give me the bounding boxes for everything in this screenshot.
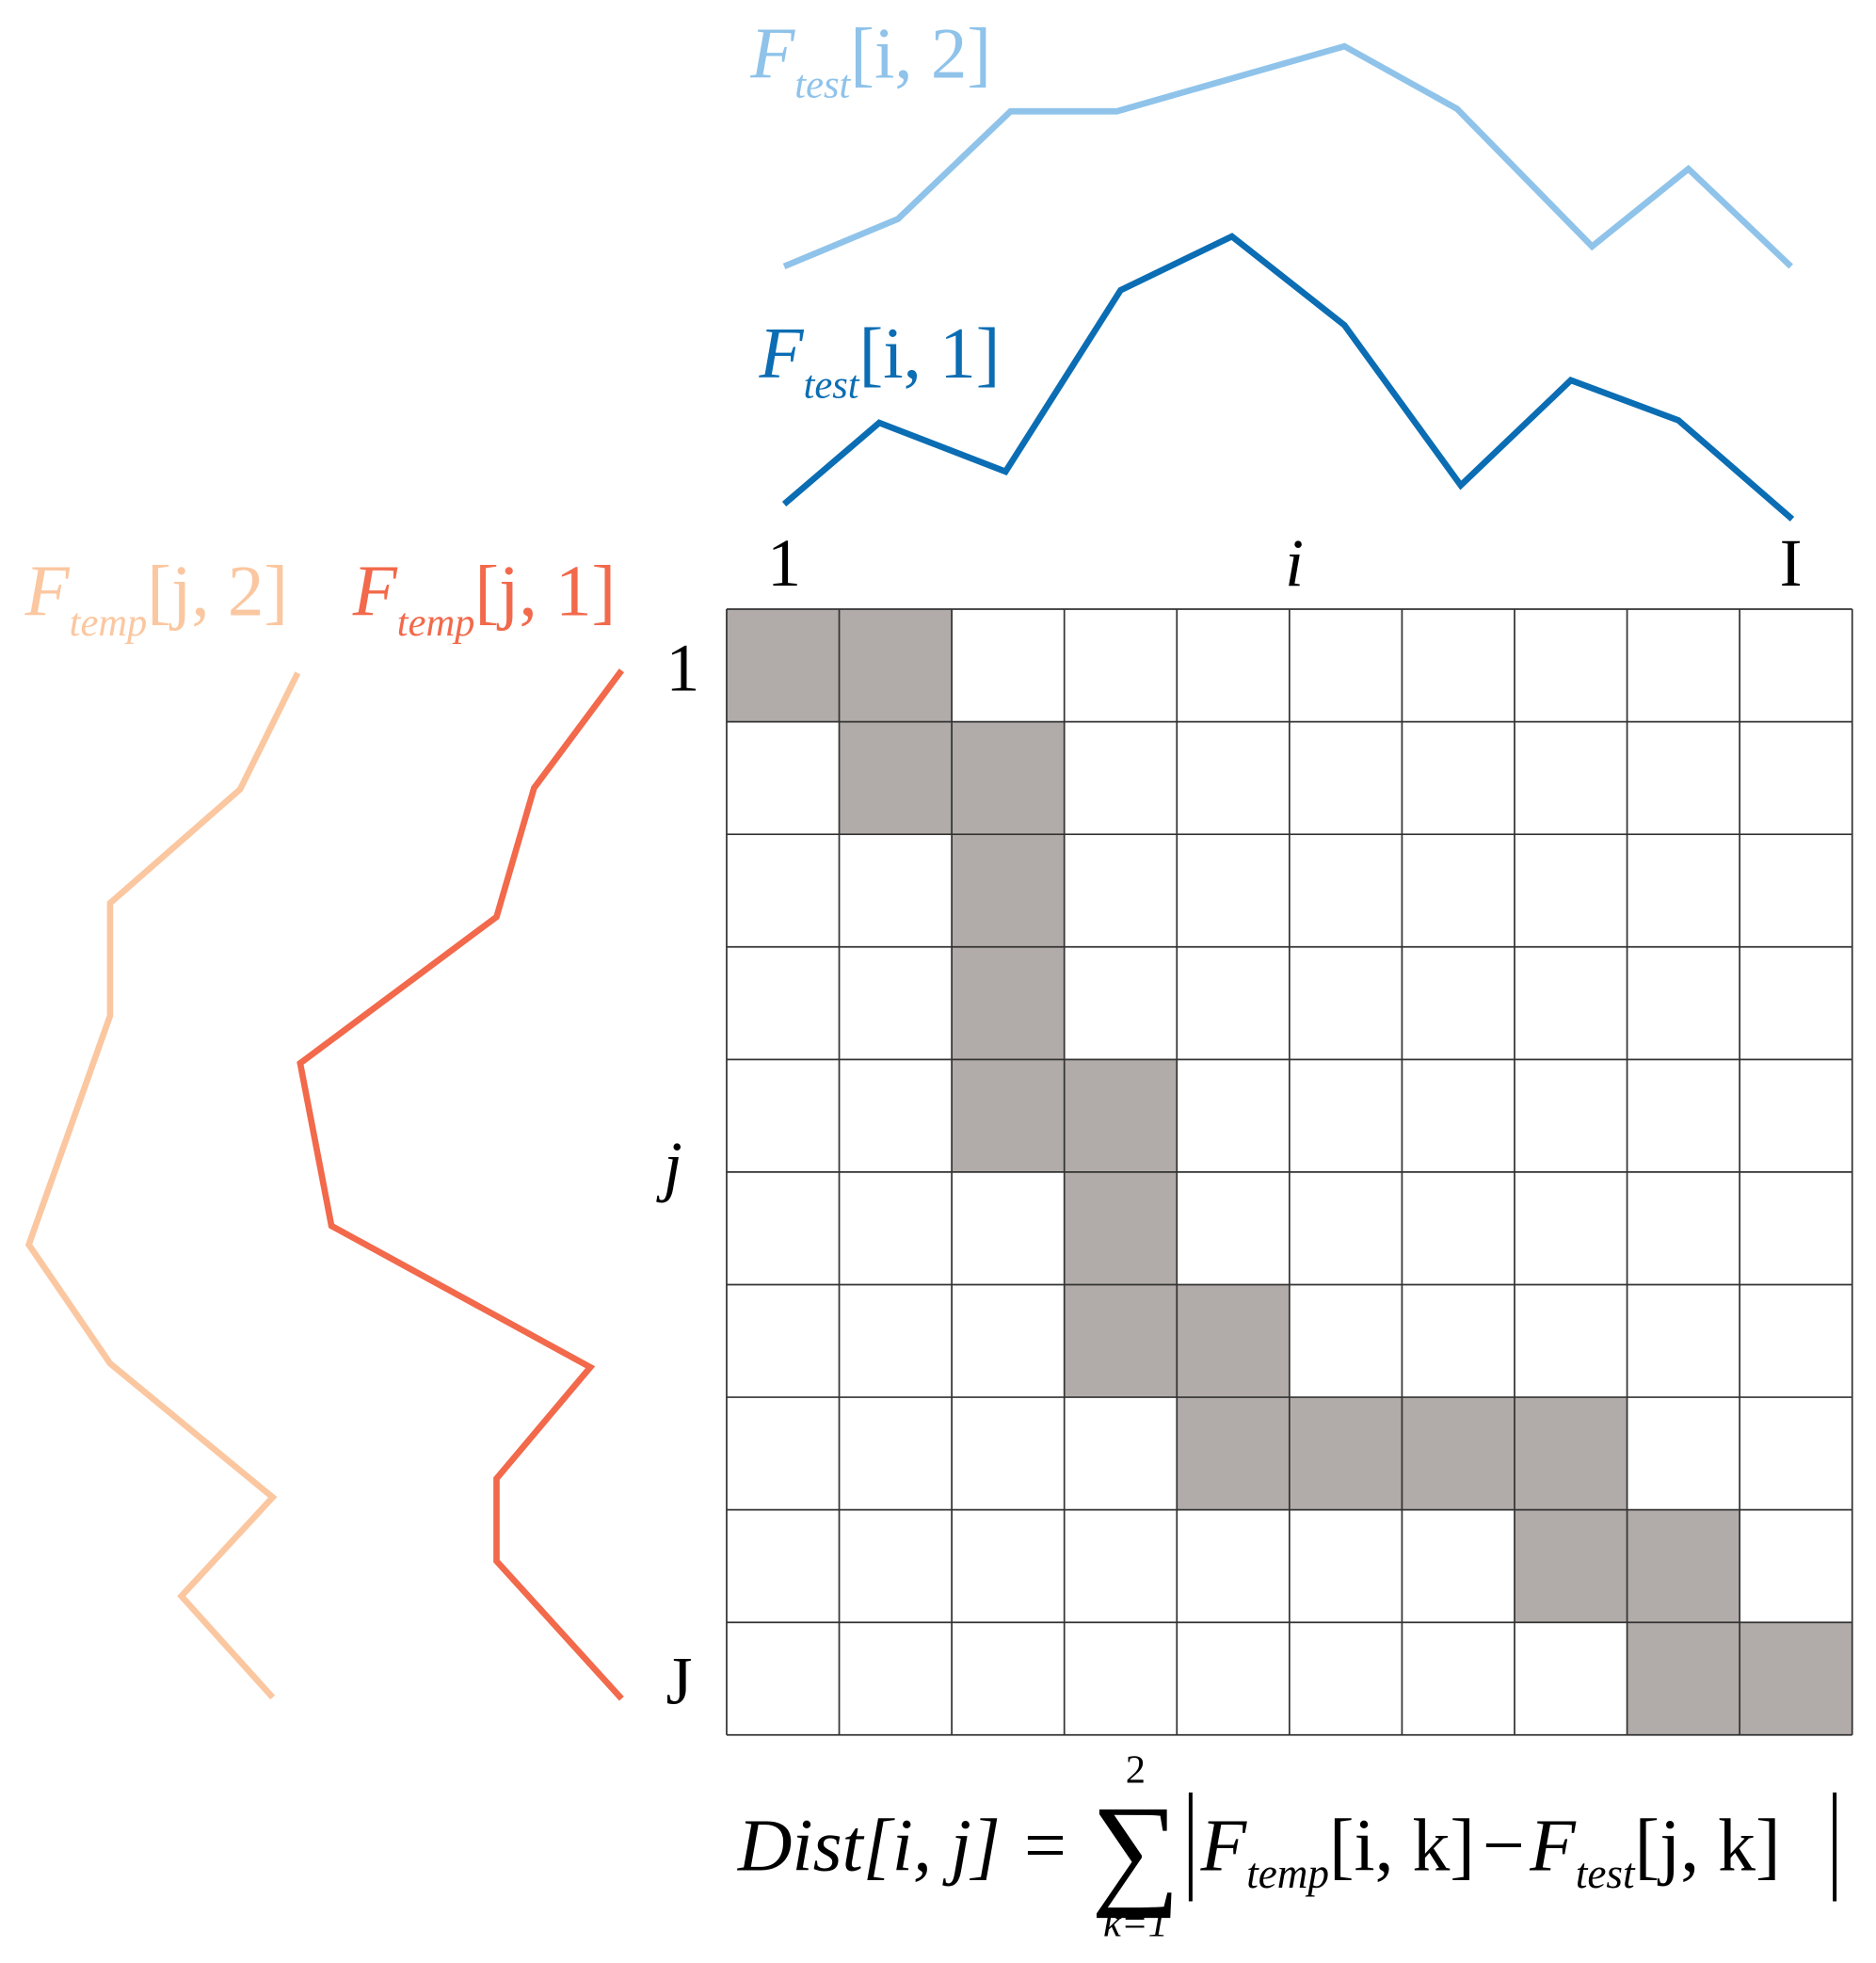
curve-test-2 <box>782 42 1793 270</box>
axis-j-start: 1 <box>666 630 700 705</box>
path-cell <box>1064 1171 1178 1285</box>
path-cell <box>1740 1622 1852 1735</box>
curve-temp-1 <box>297 668 625 1701</box>
path-cell <box>1627 1509 1740 1623</box>
path-cell <box>1177 1284 1290 1398</box>
path-cell <box>1064 1284 1178 1398</box>
path-cell <box>1514 1397 1627 1510</box>
axis-i-end: I <box>1780 525 1803 601</box>
formula-lhs: Dist[i, j] = <box>737 1804 1070 1887</box>
path-cell <box>1289 1397 1403 1510</box>
path-cell <box>839 609 953 722</box>
path-cell <box>952 834 1065 947</box>
path-cell <box>952 946 1065 1060</box>
path-cell <box>1402 1397 1515 1510</box>
formula-upper: 2 <box>1126 1747 1146 1792</box>
path-cell <box>1177 1397 1290 1510</box>
label-temp-1: Ftemp[j, 1] <box>352 551 616 645</box>
axis-j-end: J <box>666 1644 693 1719</box>
path-cell <box>1514 1509 1627 1623</box>
formula-sum: ∑ <box>1091 1780 1180 1919</box>
label-temp-2: Ftemp[j, 2] <box>24 551 288 645</box>
axis-i-mid: i <box>1285 525 1304 601</box>
path-cell <box>952 721 1065 835</box>
axis-j-mid: j <box>656 1128 682 1203</box>
path-cell <box>1627 1622 1740 1735</box>
path-cell <box>1064 1059 1178 1172</box>
formula-lower: k=1 <box>1103 1902 1168 1946</box>
curve-temp-2 <box>24 671 301 1700</box>
path-cell <box>952 1059 1065 1172</box>
curve-test-1 <box>781 233 1795 522</box>
label-test-1: Ftest[i, 1] <box>759 313 1001 407</box>
grid <box>726 608 1853 1736</box>
label-test-2: Ftest[i, 2] <box>749 12 991 106</box>
path-cell <box>839 721 953 835</box>
formula-term: Ftemp[i, k] −Ftest[j, k] <box>1200 1804 1781 1897</box>
path-cell <box>726 609 840 722</box>
axis-i-start: 1 <box>767 525 801 601</box>
warping-path <box>726 609 1852 1735</box>
